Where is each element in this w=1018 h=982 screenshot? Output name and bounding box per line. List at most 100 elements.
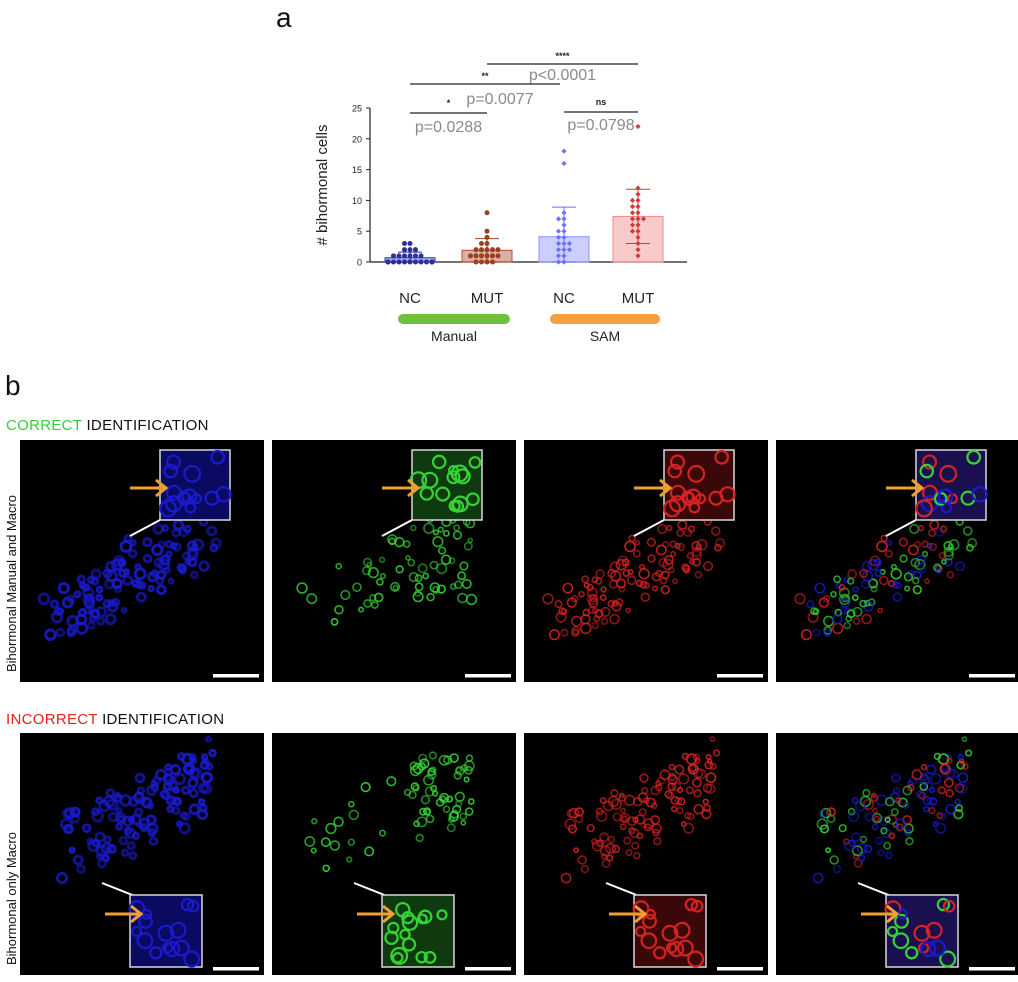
group-bar <box>550 314 660 324</box>
arrow-icon <box>886 478 925 498</box>
category-label: NC <box>399 290 421 307</box>
data-point <box>484 228 490 234</box>
data-point <box>391 259 396 265</box>
y-axis-label: # bihormonal cells <box>314 125 331 246</box>
data-point <box>629 222 636 228</box>
arrow-icon <box>861 904 900 924</box>
incorrect-word: INCORRECT <box>6 711 98 728</box>
row2-label: Bihormonal only Macro <box>4 832 19 965</box>
data-point <box>407 247 413 253</box>
y-tick-label: 5 <box>357 227 362 237</box>
data-point <box>424 259 429 265</box>
row1-label: Bihormonal Manual and Macro <box>4 494 19 672</box>
data-point <box>555 234 562 240</box>
data-point <box>473 247 479 253</box>
y-tick-label: 25 <box>352 104 362 114</box>
scale-bar <box>969 967 1015 971</box>
scale-bar <box>213 674 259 678</box>
significance-stars: ** <box>481 71 489 81</box>
data-point <box>495 247 501 253</box>
data-point <box>629 197 636 203</box>
arrow-icon <box>382 478 421 498</box>
identification-word: IDENTIFICATION <box>82 417 209 434</box>
micrograph-row2-green <box>272 733 516 975</box>
data-point <box>555 247 562 253</box>
scale-bar <box>717 967 763 971</box>
p-value-label: p=0.0798 <box>567 117 634 134</box>
data-point <box>413 247 418 253</box>
micrograph-row2-merge <box>776 733 1018 975</box>
data-point <box>555 253 562 259</box>
micrograph-row1-blue <box>20 440 264 682</box>
micrograph-row1-merge <box>776 440 1018 682</box>
group-label: Manual <box>431 328 477 344</box>
p-value-label: p=0.0288 <box>415 119 482 136</box>
significance-stars: * <box>447 98 451 108</box>
micrograph-row1-red <box>524 440 768 682</box>
data-point <box>396 253 402 259</box>
correct-identification-title: CORRECT IDENTIFICATION <box>6 417 209 434</box>
arrow-icon <box>609 904 648 924</box>
group-bar <box>398 314 510 324</box>
data-point <box>413 253 418 259</box>
data-point <box>629 210 636 216</box>
category-label: MUT <box>622 290 655 307</box>
data-point <box>555 228 562 234</box>
p-value-label: p<0.0001 <box>529 67 596 84</box>
data-point <box>479 247 484 253</box>
data-point <box>635 247 641 253</box>
data-point <box>402 247 407 253</box>
data-point <box>561 160 567 167</box>
data-point <box>490 253 495 259</box>
scale-bar <box>213 967 259 971</box>
arrow-icon <box>105 904 144 924</box>
data-point <box>495 253 501 259</box>
scale-bar <box>717 674 763 678</box>
bar-chart: 0 5 10 15 20 25 # bihormonal cells NC MUT NC MUT Ma… <box>314 51 687 344</box>
category-label: MUT <box>471 290 504 307</box>
data-point <box>479 241 484 247</box>
arrow-icon <box>357 904 396 924</box>
data-point <box>629 203 636 210</box>
data-point <box>407 241 413 247</box>
panel-a-letter: a <box>276 2 292 33</box>
panel-b-letter: b <box>5 370 21 401</box>
data-point <box>391 253 396 259</box>
group-label: SAM <box>590 328 620 344</box>
data-point <box>402 241 407 247</box>
data-point <box>566 240 573 247</box>
data-point <box>468 253 473 259</box>
data-point <box>640 216 647 222</box>
significance-stars: ns <box>596 97 607 107</box>
data-point <box>555 216 562 222</box>
data-point <box>561 148 567 154</box>
data-point <box>385 259 391 265</box>
data-point <box>490 247 495 253</box>
arrow-icon <box>130 478 169 498</box>
scale-bar <box>465 967 511 971</box>
micrograph-row2-red <box>524 733 768 975</box>
y-tick-label: 0 <box>357 258 362 268</box>
micrograph-row1-green <box>272 440 516 682</box>
arrow-icon <box>634 478 673 498</box>
p-value-label: p=0.0077 <box>466 91 533 108</box>
data-point <box>555 240 562 247</box>
data-point <box>402 253 407 259</box>
data-point <box>635 253 641 259</box>
data-point <box>629 228 636 234</box>
data-point <box>473 253 479 259</box>
y-tick-label: 10 <box>352 196 362 206</box>
y-tick-label: 15 <box>352 165 362 175</box>
data-point <box>484 210 490 216</box>
correct-word: CORRECT <box>6 417 82 434</box>
micrograph-row2-blue <box>20 733 264 975</box>
identification-word: IDENTIFICATION <box>97 711 225 728</box>
incorrect-identification-title: INCORRECT IDENTIFICATION <box>6 711 224 728</box>
data-point <box>629 216 636 222</box>
significance-stars: **** <box>555 51 570 61</box>
scale-bar <box>969 674 1015 678</box>
data-point <box>635 123 641 130</box>
data-point <box>566 247 573 253</box>
data-point <box>418 253 424 259</box>
data-point <box>429 259 435 265</box>
